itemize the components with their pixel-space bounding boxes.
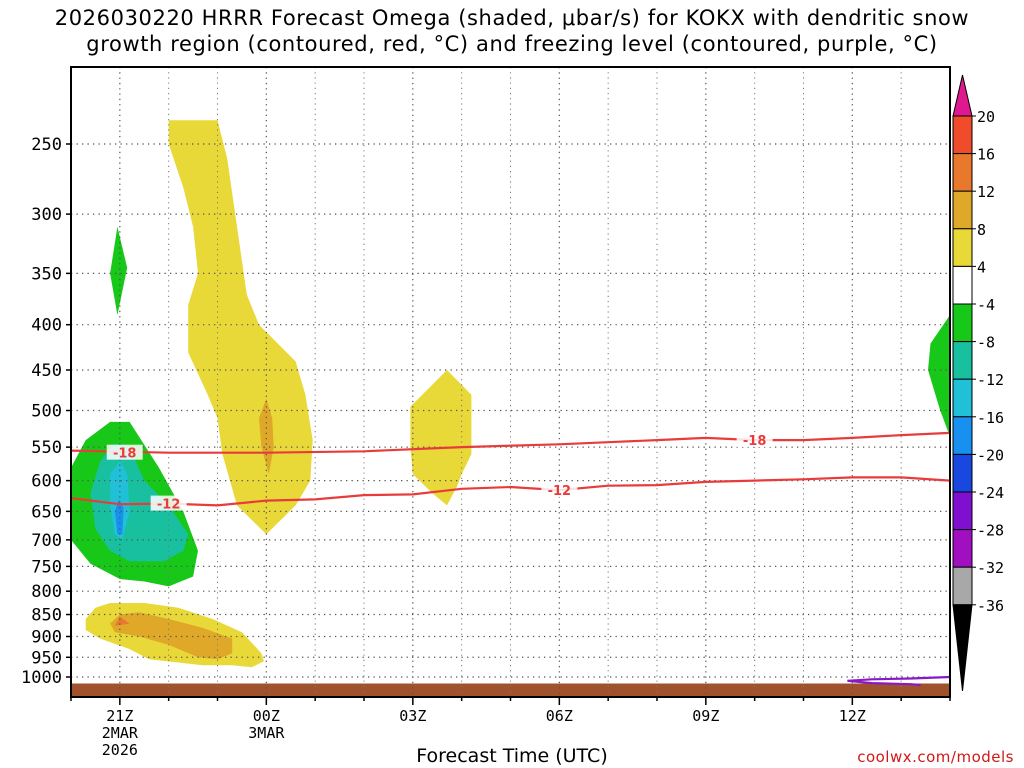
colorbar-bin--32 [952, 529, 973, 568]
colorbar-bin-16 [952, 115, 973, 155]
colorbar-bin--24 [952, 453, 973, 493]
colorbar-label-4: 4 [977, 258, 986, 276]
colorbar-label-16: 16 [977, 146, 995, 164]
colorbar-label--16: -16 [977, 409, 1004, 427]
x-tick-label-21Z: 2026 [102, 741, 138, 759]
y-tick-label-350: 350 [31, 264, 62, 284]
y-tick-label-850: 850 [31, 606, 62, 626]
colorbar-label--8: -8 [977, 334, 995, 352]
colorbar-bin-12 [952, 153, 973, 192]
y-tick-label-450: 450 [31, 361, 62, 381]
contour-line-freezing-level [847, 675, 951, 687]
colorbar-label--28: -28 [977, 522, 1004, 540]
x-tick-label-06Z: 06Z [546, 707, 573, 725]
y-axis: 2503003504004505005506006507007508008509… [21, 135, 71, 688]
x-tick-label-03Z: 03Z [399, 707, 426, 725]
y-tick-label-700: 700 [31, 531, 62, 551]
colorbar-bin--8 [952, 303, 973, 343]
contour-label-bg [150, 495, 187, 511]
colorbar-label--12: -12 [977, 371, 1004, 389]
y-tick-label-950: 950 [31, 648, 62, 668]
y-tick-label-750: 750 [31, 557, 62, 577]
x-tick-label-21Z: 2MAR [102, 724, 139, 742]
omega-region-upper-descent-spot [110, 226, 128, 315]
chart-title-line-2: growth region (contoured, red, °C) and f… [86, 32, 938, 56]
colorbar-label-20: 20 [977, 108, 995, 126]
colorbar-label--32: -32 [977, 559, 1004, 577]
colorbar-label-8: 8 [977, 221, 986, 239]
colorbar-bin--28 [952, 491, 973, 531]
omega-region-low-ascent-core [110, 612, 233, 660]
y-tick-label-650: 650 [31, 502, 62, 522]
colorbar-bin--16 [952, 378, 973, 418]
contour-label-dgz-minus-12: -12 [157, 498, 181, 513]
contours: -18 -18 -12 -12 [70, 431, 951, 687]
contour-line-dgz-minus-12 [70, 476, 951, 507]
colorbar-bin-8 [952, 190, 973, 230]
y-tick-label-400: 400 [31, 316, 62, 336]
contour-label-bg [736, 432, 773, 448]
ground-surface [71, 683, 950, 697]
y-tick-label-250: 250 [31, 135, 62, 155]
colorbar-bin-4 [952, 228, 973, 267]
contour-label-bg [541, 482, 578, 498]
y-tick-label-300: 300 [31, 205, 62, 225]
y-tick-label-1000: 1000 [21, 668, 62, 688]
colorbar-bin--4 [952, 265, 973, 305]
y-tick-label-500: 500 [31, 402, 62, 422]
colorbar-bottom-extend [952, 604, 973, 692]
y-tick-label-800: 800 [31, 582, 62, 602]
omega-shading [71, 120, 950, 697]
y-tick-label-600: 600 [31, 472, 62, 492]
y-tick-label-900: 900 [31, 627, 62, 647]
colorbar-top-extend [952, 74, 973, 117]
colorbar-bin--20 [952, 416, 973, 455]
contour-line-dgz-minus-18 [70, 431, 951, 454]
colorbar: 20 16 12 8 4 -4 -8 -12 -16 -20 -24 -28 -32 -36 [952, 74, 1004, 692]
x-tick-label-09Z: 09Z [692, 707, 719, 725]
x-tick-label-12Z: 12Z [839, 707, 866, 725]
colorbar-label--4: -4 [977, 296, 995, 314]
x-tick-label-21Z: 21Z [106, 707, 133, 725]
colorbar-bin--36 [952, 566, 973, 606]
colorbar-label--24: -24 [977, 484, 1004, 502]
colorbar-label--20: -20 [977, 446, 1004, 464]
contour-label-bg [106, 444, 143, 460]
omega-region-upper-ascent-tongue [168, 120, 313, 535]
credit-link[interactable]: coolwx.com/models [857, 748, 1014, 766]
contour-label-dgz-minus-18: -18 [743, 434, 767, 449]
contour-label-dgz-minus-18: -18 [113, 447, 137, 462]
omega-region-mid-descent-max [114, 499, 124, 535]
x-tick-label-00Z: 00Z [253, 707, 280, 725]
chart-title-line-1: 2026030220 HRRR Forecast Omega (shaded, … [54, 6, 970, 30]
omega-region-right-edge-descent [928, 315, 950, 437]
omega-region-mid-ascent-cell [410, 370, 472, 506]
colorbar-label-12: 12 [977, 183, 995, 201]
colorbar-bin--12 [952, 341, 973, 380]
x-tick-label-00Z: 3MAR [248, 724, 285, 742]
contour-label-dgz-minus-12: -12 [548, 484, 572, 499]
y-tick-label-550: 550 [31, 438, 62, 458]
colorbar-label--36: -36 [977, 597, 1004, 615]
omega-region-mid-descent-core [110, 460, 130, 540]
x-axis-label: Forecast Time (UTC) [416, 745, 608, 767]
omega-region-low-ascent-max [114, 616, 130, 626]
omega-region-upper-ascent-core [259, 398, 274, 475]
